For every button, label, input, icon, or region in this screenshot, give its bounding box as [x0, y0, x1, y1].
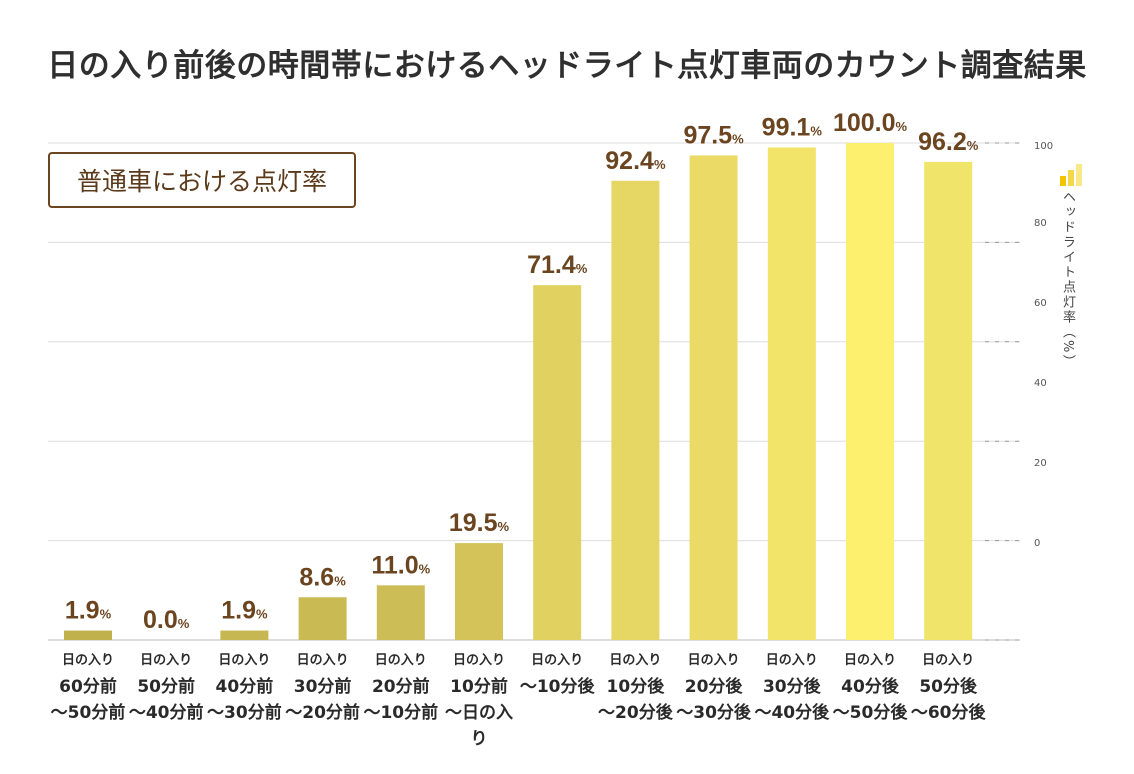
x-tick-label-line: 〜10分前 — [363, 703, 439, 723]
bar-value-label: 71.4% — [527, 251, 588, 279]
bar-value-label: 0.0% — [143, 606, 190, 634]
bar — [924, 161, 973, 641]
x-tick-label: 日の入り 40分前〜30分前 — [204, 648, 284, 726]
chart-title: 日の入り前後の時間帯におけるヘッドライト点灯車両のカウント調査結果 — [47, 48, 1087, 84]
y-tick-label: 20 — [1034, 458, 1047, 469]
x-tick-label: 日の入り 50分後〜60分後 — [908, 648, 988, 726]
x-tick-label-line: 60分前 — [59, 677, 117, 697]
x-tick-label: 日の入り 10分後〜20分後 — [595, 648, 675, 726]
x-tick-label: 日の入り 20分後〜30分後 — [674, 648, 754, 726]
bar — [298, 597, 347, 640]
x-tick-label-line: 〜30分前 — [207, 703, 282, 723]
x-tick-label-line: 50分後 — [919, 677, 978, 697]
x-tick-label-line — [517, 700, 597, 726]
x-tick-label-line: 40分前 — [215, 677, 274, 697]
bar-value-label: 96.2% — [918, 128, 979, 156]
x-tick-label-line: 〜50分前 — [50, 703, 126, 723]
x-tick-label: 日の入り 10分前〜日の入り — [439, 648, 519, 749]
bar — [220, 630, 269, 640]
bar — [846, 143, 894, 640]
x-tick-label-line: 50分前 — [137, 677, 196, 697]
x-tick-label: 日の入り 60分前〜50分前 — [48, 648, 128, 726]
x-tick-label-line: 日の入り — [374, 653, 427, 668]
x-tick-label: 日の入り 30分後〜40分後 — [752, 648, 832, 726]
x-tick-label-line: 〜40分前 — [128, 703, 204, 723]
x-tick-label-line: 日の入り — [218, 653, 271, 668]
y-tick-label: 60 — [1034, 298, 1047, 309]
bar-value-label: 92.4% — [605, 147, 666, 175]
x-tick-label: 日の入り 30分前〜20分前 — [283, 648, 363, 726]
x-tick-label-line: 日の入り — [452, 653, 505, 668]
y-axis-label: ヘッドライト点灯率（%） — [1060, 190, 1075, 370]
bar — [64, 630, 112, 640]
bar — [376, 585, 425, 640]
x-tick-label-line: 10分後 — [606, 677, 665, 697]
x-tick-label: 日の入り 20分前〜10分前 — [361, 648, 441, 726]
bar — [689, 155, 738, 641]
bar-value-label: 99.1% — [762, 113, 823, 141]
bar-value-label: 100.0% — [833, 109, 908, 137]
x-tick-label: 日の入り 50分前〜40分前 — [126, 648, 206, 726]
x-tick-label-line: 20分後 — [684, 677, 743, 697]
bar-chart-icon — [1060, 164, 1082, 186]
x-tick-label-line: 日の入り — [922, 653, 975, 668]
x-tick-label-line: 20分前 — [371, 677, 430, 697]
x-tick-label-line: 日の入り — [687, 653, 740, 668]
x-tick-label-line: 日の入り — [296, 653, 349, 668]
x-tick-label-line: 〜40分後 — [754, 703, 830, 723]
x-tick-label-line: 日の入り — [140, 653, 193, 668]
x-tick-label-line: 10分前 — [450, 677, 508, 697]
bar — [767, 147, 816, 640]
y-tick-label: 100 — [1034, 141, 1053, 152]
x-tick-label-line: 〜20分後 — [598, 703, 673, 723]
x-tick-label-line: 日の入り — [531, 653, 584, 668]
y-tick-label: 40 — [1034, 378, 1047, 389]
x-tick-label-line: 30分前 — [293, 677, 352, 697]
x-tick-label-line: 〜日の入り — [445, 703, 513, 749]
bar-value-label: 97.5% — [683, 121, 744, 149]
bar-value-label: 19.5% — [449, 509, 510, 537]
bar-value-label: 1.9% — [221, 597, 268, 625]
x-tick-label-line: 〜10分後 — [519, 677, 595, 697]
bar-value-label: 8.6% — [299, 563, 346, 591]
x-tick-label: 日の入り 40分後〜50分後 — [830, 648, 910, 726]
legend-box: 普通車における点灯率 — [48, 152, 356, 208]
x-tick-label-line: 日の入り — [61, 653, 114, 668]
bar — [611, 180, 660, 640]
bar — [455, 543, 503, 640]
x-tick-label: 日の入り〜10分後 — [517, 648, 597, 726]
bar — [533, 285, 582, 640]
bar-value-label: 11.0% — [371, 551, 430, 579]
x-tick-label-line: 〜30分後 — [676, 703, 751, 723]
x-tick-label-line: 〜20分前 — [285, 703, 360, 723]
x-tick-label-line: 〜50分後 — [832, 703, 908, 723]
y-tick-label: 0 — [1034, 538, 1040, 549]
x-tick-label-line: 日の入り — [843, 653, 896, 668]
legend-label: 普通車における点灯率 — [76, 167, 327, 196]
y-tick-label: 80 — [1034, 218, 1047, 229]
x-tick-label-line: 40分後 — [841, 677, 899, 697]
bar-value-label: 1.9% — [65, 597, 112, 625]
x-tick-label-line: 日の入り — [765, 653, 818, 668]
x-tick-label-line: 〜60分後 — [910, 703, 986, 723]
x-tick-label-line: 30分後 — [762, 677, 821, 697]
x-tick-label-line: 日の入り — [609, 653, 662, 668]
